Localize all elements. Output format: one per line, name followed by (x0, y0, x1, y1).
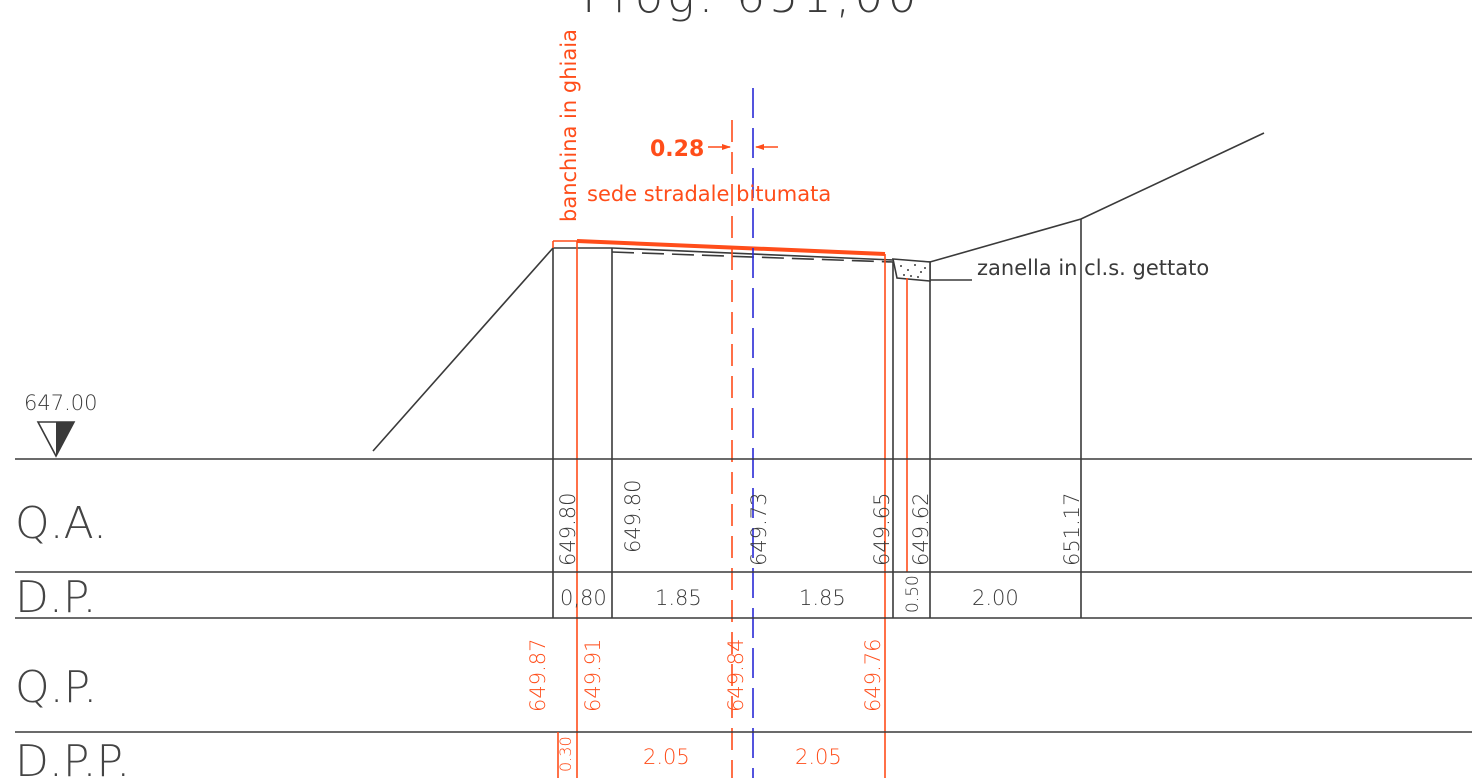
dpp-value-2: 2.05 (643, 745, 690, 769)
qa-value-4: 649.65 (870, 493, 894, 566)
reference-triangle-fill (56, 422, 74, 456)
existing-terrain-line (372, 132, 1265, 452)
qp-value-3: 649.84 (724, 639, 748, 712)
reference-elevation: 647.00 (24, 391, 97, 415)
qp-value-1: 649.87 (526, 639, 550, 712)
qp-value-2: 649.91 (581, 639, 605, 712)
row-label-qa: Q.A. (15, 498, 107, 549)
row-label-dp: D.P. (15, 572, 97, 623)
section-title: Prog. 651,00 (582, 0, 921, 23)
dp-value-5: 2.00 (972, 586, 1019, 610)
dp-value-1: 0,80 (560, 586, 607, 610)
qa-value-3: 649.73 (747, 493, 771, 566)
offset-arrow-right-head (755, 144, 764, 150)
dpp-value-3: 2.05 (795, 745, 842, 769)
annotation-sede-stradale: sede stradale bitumata (587, 182, 831, 206)
zanella-block (891, 258, 931, 282)
qa-value-5: 649.62 (909, 493, 933, 566)
dp-value-4: 0.50 (903, 575, 923, 613)
row-label-dpp: D.P.P. (15, 736, 130, 778)
qa-value-6: 651.17 (1060, 493, 1084, 566)
qp-value-4: 649.76 (861, 639, 885, 712)
dp-value-3: 1.85 (799, 586, 846, 610)
project-road-surface (576, 239, 886, 256)
qa-value-1: 649.80 (556, 493, 580, 566)
reference-marker: 647.00 (24, 391, 97, 458)
offset-arrow-left-head (722, 144, 731, 150)
project-profile (552, 120, 908, 778)
row-label-qp: Q.P. (15, 662, 97, 713)
dp-value-2: 1.85 (655, 586, 702, 610)
annotation-banchina: banchina in ghiaia (557, 29, 581, 222)
table-grid (15, 458, 1472, 733)
dpp-value-1: 0.30 (556, 736, 575, 772)
annotation-offset: 0.28 (650, 137, 704, 162)
qa-value-2: 649.80 (621, 480, 645, 553)
annotation-zanella: zanella in cl.s. gettato (977, 256, 1209, 280)
